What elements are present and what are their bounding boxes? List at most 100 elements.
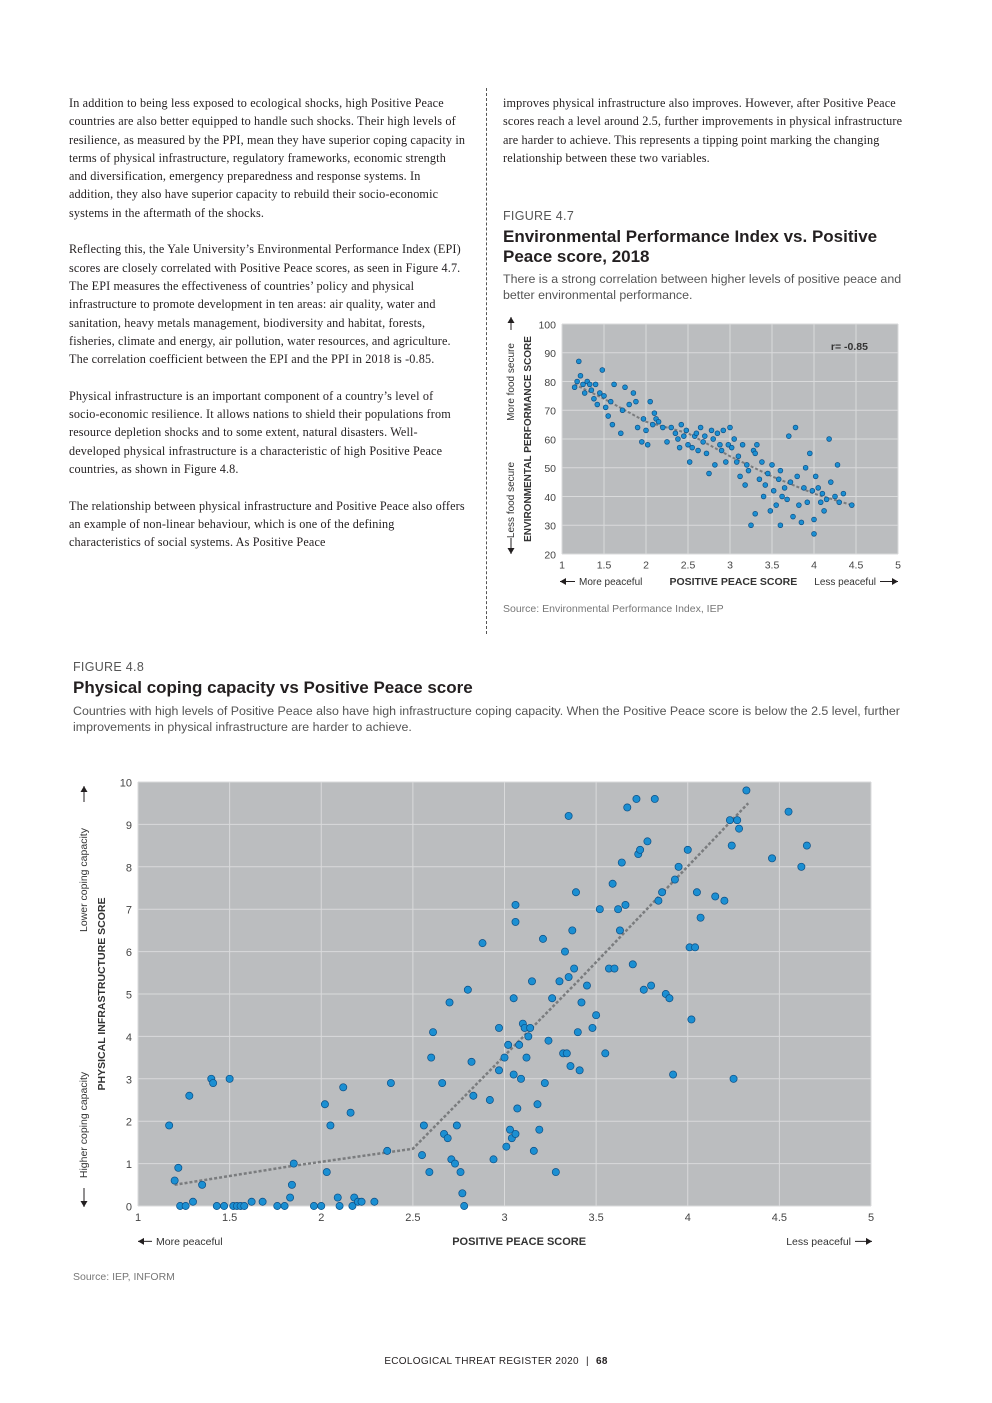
data-point bbox=[280, 1202, 289, 1210]
data-point bbox=[762, 482, 769, 488]
data-point bbox=[802, 465, 809, 471]
data-point bbox=[737, 473, 743, 480]
figure-4-7-header: FIGURE 4.7 Environmental Performance Ind… bbox=[503, 209, 903, 303]
data-point bbox=[502, 1142, 511, 1151]
data-point bbox=[759, 459, 765, 465]
y-axis-title: PHYSICAL INFRASTRUCTURE SCORE bbox=[96, 898, 108, 1091]
data-point bbox=[509, 1070, 518, 1079]
data-point bbox=[181, 1202, 190, 1210]
data-point bbox=[586, 381, 593, 388]
data-point bbox=[752, 511, 758, 517]
data-point bbox=[618, 430, 624, 436]
data-point bbox=[742, 786, 751, 795]
data-point bbox=[767, 508, 774, 514]
data-point bbox=[610, 964, 619, 973]
data-point bbox=[566, 1062, 575, 1071]
data-point bbox=[693, 430, 700, 436]
data-point bbox=[463, 985, 472, 994]
data-point bbox=[309, 1202, 318, 1210]
data-point bbox=[718, 447, 725, 454]
data-point bbox=[562, 1049, 571, 1058]
paragraph-4: The relationship between physical infras… bbox=[69, 498, 465, 550]
data-point bbox=[784, 496, 790, 503]
data-point bbox=[727, 424, 733, 431]
data-point bbox=[792, 424, 799, 431]
more-peaceful-arrow-head bbox=[138, 1237, 144, 1245]
data-point bbox=[819, 490, 826, 497]
y-up-arrow-head bbox=[80, 786, 88, 792]
data-point bbox=[467, 1057, 476, 1066]
data-point bbox=[370, 1197, 379, 1206]
y-down-arrow-head bbox=[80, 1201, 88, 1207]
data-point bbox=[198, 1180, 207, 1189]
data-point bbox=[597, 390, 603, 396]
data-point bbox=[807, 450, 813, 457]
data-point bbox=[595, 905, 604, 914]
data-point bbox=[601, 1049, 610, 1058]
y-bottom-note: Less food secure bbox=[506, 461, 517, 538]
data-point bbox=[643, 837, 652, 846]
data-point bbox=[790, 513, 796, 520]
data-point bbox=[383, 1146, 392, 1155]
data-point bbox=[500, 1053, 509, 1062]
data-point bbox=[658, 888, 667, 897]
data-point bbox=[802, 841, 811, 850]
data-point bbox=[683, 845, 692, 854]
data-point bbox=[836, 499, 842, 506]
data-point bbox=[692, 888, 701, 897]
data-point bbox=[580, 381, 586, 388]
x-axis-title: POSITIVE PEACE SCORE bbox=[669, 576, 797, 588]
data-point bbox=[220, 1202, 229, 1210]
data-point bbox=[664, 439, 670, 445]
data-point bbox=[574, 378, 580, 385]
data-point bbox=[335, 1202, 344, 1210]
data-point bbox=[686, 459, 693, 465]
data-point bbox=[609, 421, 616, 428]
data-point bbox=[649, 421, 656, 428]
data-point bbox=[729, 1074, 738, 1083]
y-bottom-note: Higher coping capacity bbox=[78, 1071, 90, 1178]
data-point bbox=[834, 462, 841, 468]
data-point bbox=[511, 917, 520, 926]
data-point bbox=[752, 450, 758, 457]
data-point bbox=[386, 1079, 395, 1087]
data-point bbox=[754, 442, 760, 448]
data-point bbox=[714, 430, 721, 436]
x-right-note: Less peaceful bbox=[786, 1236, 851, 1248]
data-point bbox=[469, 1091, 478, 1100]
figure-4-7-title: Environmental Performance Index vs. Posi… bbox=[503, 227, 878, 266]
data-point bbox=[495, 1023, 503, 1032]
data-point bbox=[777, 467, 784, 474]
data-point bbox=[544, 1036, 553, 1045]
data-point bbox=[756, 476, 763, 483]
x-axis-title: POSITIVE PEACE SCORE bbox=[452, 1236, 586, 1248]
data-point bbox=[702, 433, 708, 439]
data-point bbox=[748, 522, 754, 529]
data-point bbox=[840, 490, 847, 497]
data-point bbox=[174, 1163, 183, 1172]
y-tick-label: 9 bbox=[126, 820, 132, 832]
x-tick-label: 4.5 bbox=[849, 560, 864, 572]
data-point bbox=[735, 453, 742, 460]
data-point bbox=[573, 1028, 582, 1037]
data-point bbox=[529, 1146, 538, 1155]
figure-4-7-chart: 1 1.5 2 2.5 3 3.5 4 4.5 5 20 30 40 50 60 70 80 90 100 POSI… bbox=[506, 317, 901, 588]
data-point bbox=[742, 482, 748, 488]
data-point bbox=[633, 398, 639, 405]
data-point bbox=[670, 875, 679, 884]
data-point bbox=[212, 1202, 221, 1210]
data-point bbox=[817, 499, 824, 506]
data-point bbox=[703, 450, 710, 457]
data-point bbox=[170, 1176, 179, 1185]
data-point bbox=[626, 401, 632, 408]
data-point bbox=[832, 493, 838, 500]
y-axis-title: ENVIRONMENTAL PERFORMANCE SCORE bbox=[523, 336, 534, 542]
data-point bbox=[561, 947, 569, 956]
data-point bbox=[821, 508, 827, 514]
y-tick-label: 8 bbox=[126, 862, 132, 874]
data-point bbox=[668, 424, 674, 431]
data-point bbox=[608, 879, 617, 888]
data-point bbox=[506, 1125, 514, 1134]
y-tick-label: 90 bbox=[544, 348, 556, 360]
data-point bbox=[717, 442, 723, 448]
